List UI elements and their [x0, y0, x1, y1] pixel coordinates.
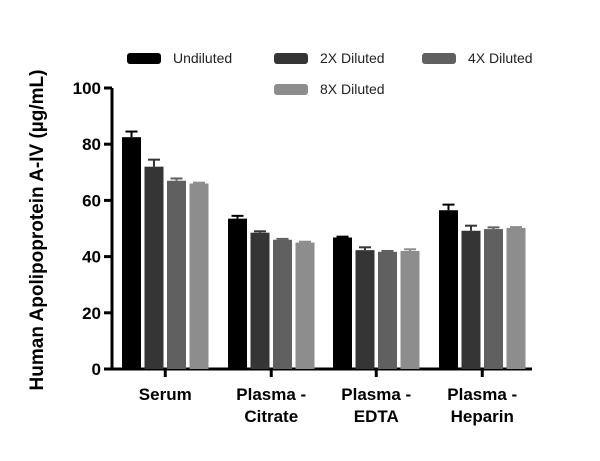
legend-swatch [274, 53, 308, 64]
bar [506, 227, 526, 369]
y-tick-label: 20 [82, 304, 101, 323]
bar [144, 166, 164, 369]
bar [333, 237, 352, 369]
bar [484, 229, 503, 369]
bar [250, 232, 270, 369]
legend-swatch [422, 53, 456, 64]
bar [461, 230, 481, 369]
bar [355, 250, 375, 369]
x-tick-label: Plasma - [341, 385, 411, 404]
bar [295, 242, 315, 369]
y-tick-label: 60 [82, 191, 101, 210]
legend-label: 4X Diluted [468, 50, 533, 66]
bar [400, 250, 420, 369]
bar [228, 218, 247, 369]
x-tick-label: EDTA [354, 407, 399, 426]
bar [122, 137, 141, 369]
y-tick-label: 40 [82, 248, 101, 267]
legend-label: 2X Diluted [320, 50, 385, 66]
x-tick-label: Serum [139, 385, 192, 404]
x-tick-label: Plasma - [447, 385, 517, 404]
bar [189, 183, 209, 369]
bar [378, 251, 397, 369]
bars [122, 130, 526, 369]
y-tick-label: 0 [92, 360, 101, 379]
x-tick-label: Heparin [451, 407, 514, 426]
bar [273, 239, 292, 369]
y-tick-label: 80 [82, 135, 101, 154]
legend-label: 8X Diluted [320, 81, 385, 97]
bar [167, 180, 186, 369]
legend-label: Undiluted [173, 50, 232, 66]
y-axis: 0 20 40 60 80 100 [73, 79, 114, 379]
legend: Undiluted 2X Diluted 4X Diluted 8X Diluted [127, 50, 533, 97]
y-tick-label: 100 [73, 79, 101, 98]
x-tick-label: Plasma - [236, 385, 306, 404]
legend-swatch [127, 53, 161, 64]
x-tick-label: Citrate [244, 407, 298, 426]
bar [439, 210, 458, 369]
x-axis: Serum Plasma - Citrate Plasma - EDTA Plasma -… [110, 367, 532, 426]
legend-swatch [274, 84, 308, 95]
y-axis-label: Human Apolipoprotein A-IV (µg/mL) [27, 70, 48, 391]
